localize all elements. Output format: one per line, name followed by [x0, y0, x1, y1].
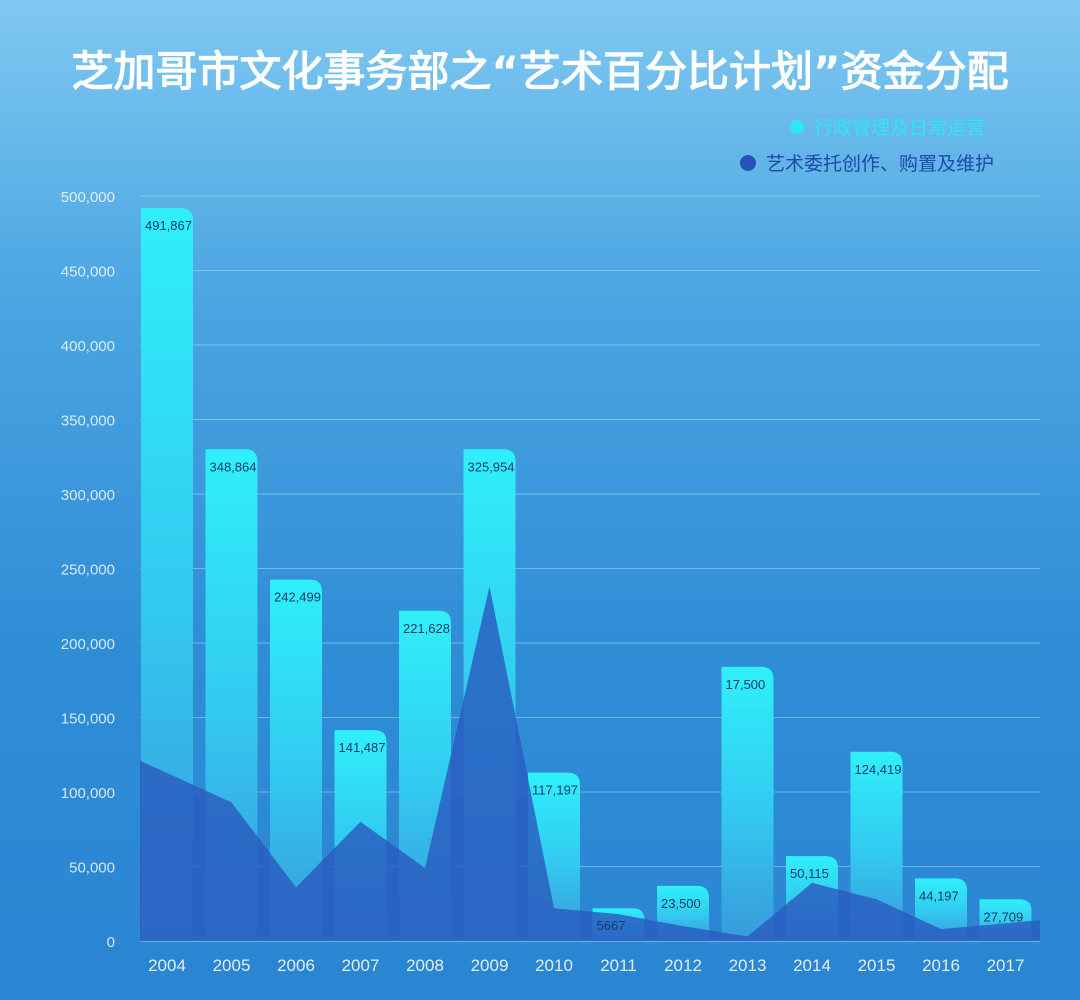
legend-marker-art	[740, 155, 756, 171]
legend-label-admin: 行政管理及日常运营	[814, 117, 985, 139]
bar-value-label: 221,628	[403, 621, 450, 636]
x-tick-label: 2017	[987, 956, 1025, 975]
legend-label-art: 艺术委托创作、购置及维护	[766, 153, 994, 175]
bar-value-label: 27,709	[984, 909, 1024, 924]
bar-value-labels: 491,867 348,864 242,499 141,487 221,628 325,9…	[145, 218, 1023, 933]
y-tick-label: 50,000	[69, 860, 115, 877]
bar-value-label: 117,197	[532, 783, 578, 798]
chart-title: 芝加哥市文化事务部之“艺术百分比计划”资金分配	[71, 47, 1008, 96]
x-tick-label: 2004	[148, 956, 186, 975]
x-tick-label: 2016	[922, 956, 960, 975]
bars	[141, 208, 1032, 941]
bar-2004	[141, 208, 193, 941]
bar-2006	[270, 579, 322, 941]
area-series	[140, 586, 1040, 941]
bar-value-label: 491,867	[145, 218, 192, 233]
x-tick-label: 2005	[213, 956, 251, 975]
x-tick-label: 2006	[277, 956, 315, 975]
x-tick-label: 2010	[535, 956, 573, 975]
x-tick-label: 2012	[664, 956, 702, 975]
y-tick-label: 200,000	[61, 636, 115, 653]
x-tick-label: 2009	[471, 956, 509, 975]
y-axis: 0 50,000 100,000 150,000 200,000 250,000 300,0…	[61, 189, 115, 951]
bar-value-label: 17,500	[726, 677, 766, 692]
bar-value-label: 5667	[597, 918, 626, 933]
bar-2013	[721, 666, 774, 941]
x-tick-label: 2014	[793, 956, 831, 975]
x-tick-label: 2008	[406, 956, 444, 975]
x-tick-label: 2015	[858, 956, 896, 975]
bar-value-label: 325,954	[468, 459, 515, 474]
bar-2015	[850, 751, 903, 941]
y-tick-label: 450,000	[61, 264, 115, 281]
legend-marker-admin	[790, 120, 804, 134]
bar-value-label: 348,864	[210, 459, 257, 474]
y-tick-label: 500,000	[61, 189, 115, 206]
x-tick-label: 2013	[729, 956, 767, 975]
y-tick-label: 400,000	[61, 338, 115, 355]
bar-value-label: 50,115	[790, 866, 829, 881]
bar-value-label: 44,197	[919, 888, 959, 903]
y-tick-label: 0	[107, 934, 115, 951]
y-tick-label: 150,000	[61, 711, 115, 728]
legend: 行政管理及日常运营 艺术委托创作、购置及维护	[740, 117, 994, 175]
bar-value-label: 23,500	[661, 896, 701, 911]
area-art-commission	[140, 586, 1040, 941]
x-axis: 2004 2005 2006 2007 2008 2009 2010 2011 2012 2013…	[148, 956, 1024, 975]
bar-value-label: 242,499	[274, 590, 321, 605]
y-tick-label: 300,000	[61, 487, 115, 504]
x-tick-label: 2007	[342, 956, 380, 975]
y-tick-label: 250,000	[61, 562, 115, 579]
bar-value-label: 141,487	[339, 740, 386, 755]
y-tick-label: 350,000	[61, 413, 115, 430]
bar-value-label: 124,419	[855, 762, 902, 777]
y-tick-label: 100,000	[61, 785, 115, 802]
x-tick-label: 2011	[600, 956, 637, 975]
